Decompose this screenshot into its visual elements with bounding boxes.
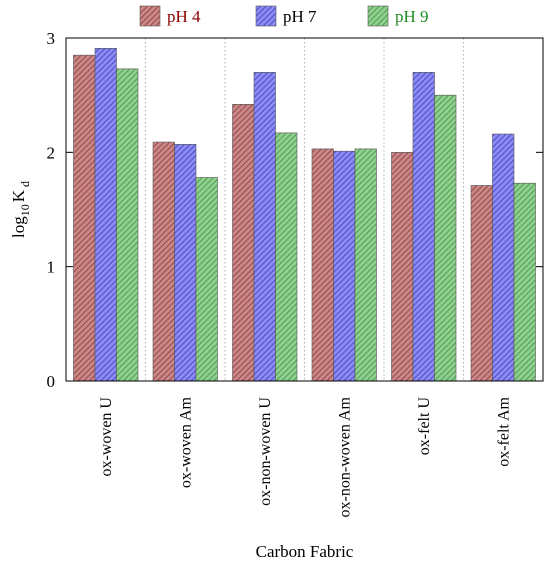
bar bbox=[174, 144, 197, 382]
legend-swatch bbox=[139, 5, 161, 27]
x-tick-label: ox-felt U bbox=[416, 397, 433, 456]
bar bbox=[232, 104, 255, 382]
y-axis-title-sub2: d bbox=[18, 181, 32, 187]
bar bbox=[333, 150, 356, 382]
bar bbox=[391, 152, 414, 382]
x-tick-label: ox-woven U bbox=[98, 397, 115, 477]
y-tick-label: 2 bbox=[47, 143, 56, 162]
plot-frame bbox=[65, 37, 544, 382]
x-tick-label: ox-felt Am bbox=[495, 396, 512, 466]
bar bbox=[354, 148, 377, 382]
category-separators bbox=[145, 38, 464, 381]
bar bbox=[73, 54, 96, 382]
y-tick-label: 0 bbox=[47, 372, 56, 391]
bar bbox=[195, 177, 218, 382]
legend-label: pH 7 bbox=[283, 7, 317, 26]
x-axis-title: Carbon Fabric bbox=[256, 542, 354, 561]
legend: pH 4 pH 7 pH 9 bbox=[139, 5, 429, 27]
legend-label: pH 9 bbox=[395, 7, 429, 26]
bar bbox=[311, 148, 334, 382]
y-axis-title-main: log bbox=[9, 216, 28, 238]
legend-swatch bbox=[255, 5, 277, 27]
x-tick-label: ox-non-woven U bbox=[257, 397, 274, 506]
y-tick-label: 3 bbox=[47, 29, 56, 48]
bar bbox=[412, 72, 435, 382]
bar bbox=[434, 94, 457, 382]
bar bbox=[152, 141, 175, 382]
y-axis-title-mid: K bbox=[9, 189, 28, 202]
x-axis: ox-woven U ox-woven Am ox-non-woven U ox-no… bbox=[98, 396, 513, 517]
bar bbox=[275, 132, 298, 382]
y-tick-label: 1 bbox=[47, 258, 56, 277]
bar bbox=[253, 72, 276, 382]
bar bbox=[94, 47, 117, 382]
bar bbox=[116, 68, 139, 382]
bars bbox=[73, 47, 536, 382]
legend-label: pH 4 bbox=[167, 7, 201, 26]
y-axis-title: log10 Kd bbox=[9, 181, 32, 238]
y-axis-title-sub1: 10 bbox=[18, 204, 32, 216]
bar bbox=[470, 185, 493, 382]
bar bbox=[492, 133, 515, 382]
bar bbox=[513, 182, 536, 382]
legend-swatch bbox=[367, 5, 389, 27]
x-tick-label: ox-non-woven Am bbox=[336, 396, 353, 517]
y-axis: 0 1 2 3 bbox=[47, 29, 543, 391]
x-tick-label: ox-woven Am bbox=[177, 396, 194, 488]
